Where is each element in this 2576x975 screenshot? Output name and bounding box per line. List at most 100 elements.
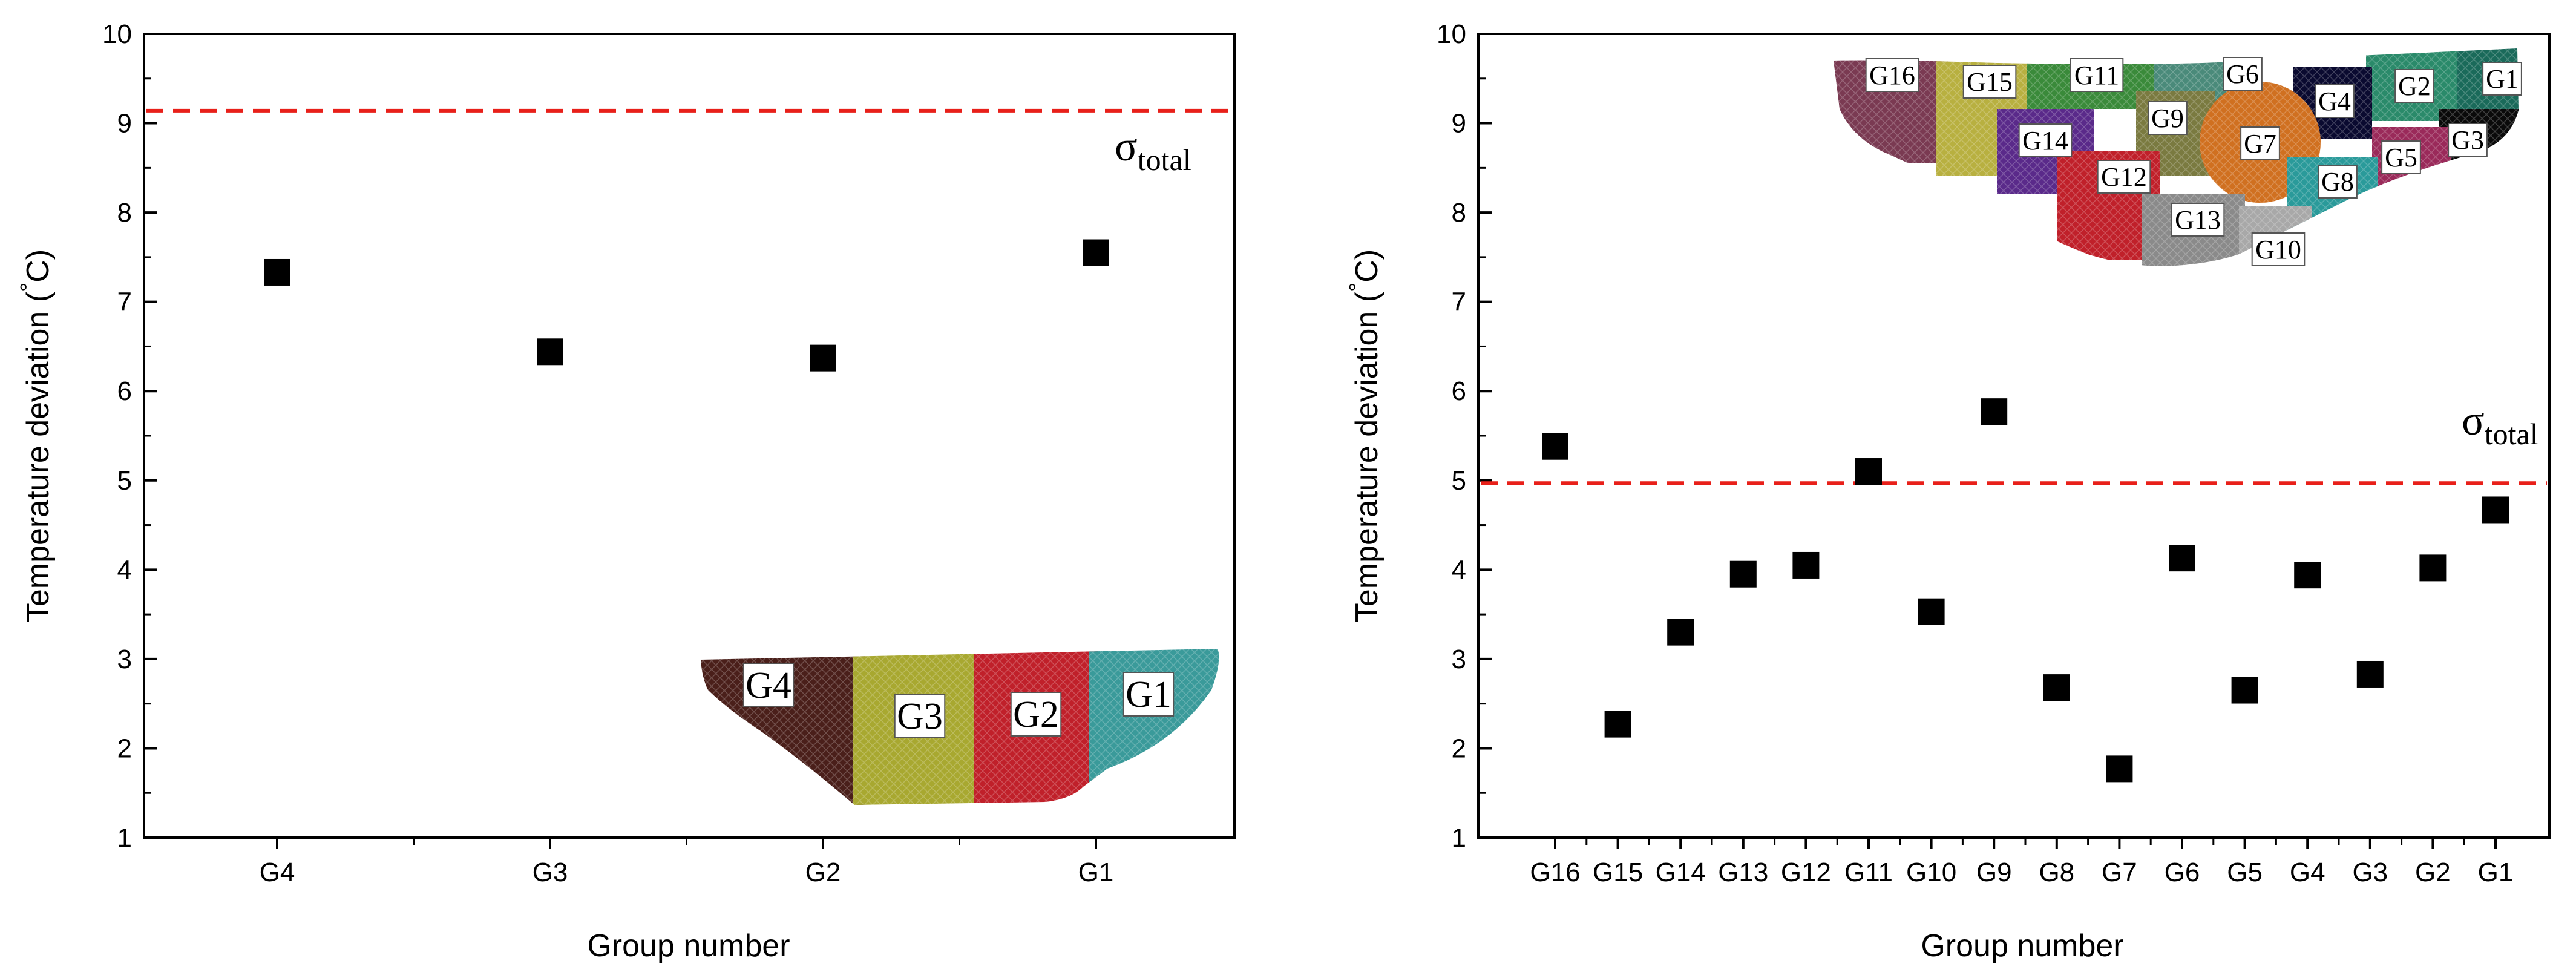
svg-text:σtotal: σtotal: [1115, 123, 1191, 177]
y-tick-label: 5: [1452, 466, 1466, 496]
inset-label-g16: G16: [1865, 58, 1919, 92]
y-tick-label: 4: [1452, 555, 1466, 585]
y-tick-label: 4: [117, 555, 132, 585]
svg-text:G5: G5: [2385, 143, 2417, 172]
data-point: [264, 258, 290, 286]
svg-text:G4: G4: [2318, 87, 2351, 116]
y-tick-label: 10: [1437, 19, 1466, 49]
data-point: [1604, 711, 1631, 738]
inset-label-g2: G2: [2394, 69, 2434, 103]
inset-label-g4: G4: [2315, 84, 2355, 118]
x-tick-label: G15: [1593, 858, 1643, 887]
svg-text:σtotal: σtotal: [2462, 398, 2538, 451]
right-sigma-total-label: σtotal: [2462, 398, 2538, 451]
inset-label-g3: G3: [2448, 123, 2488, 157]
svg-text:G15: G15: [1967, 67, 2013, 97]
data-point: [537, 338, 563, 366]
data-point: [1542, 433, 1568, 460]
y-tick-label: 8: [1452, 198, 1466, 228]
svg-text:G16: G16: [1869, 61, 1915, 90]
x-tick-label: G3: [2352, 858, 2388, 887]
y-tick-label: 8: [117, 198, 132, 228]
sigma-symbol: σ: [2462, 398, 2485, 444]
data-point: [2419, 554, 2447, 582]
y-tick-label: 1: [117, 823, 132, 853]
svg-text:G2: G2: [1013, 694, 1059, 735]
x-tick-label: G9: [1976, 858, 2012, 887]
inset-label-g15: G15: [1962, 65, 2017, 99]
y-tick-label: 2: [1452, 734, 1466, 763]
data-point: [1083, 239, 1109, 266]
left-data-points: [264, 239, 1109, 372]
sigma-subscript: total: [1138, 143, 1191, 177]
y-tick-label: 6: [1452, 376, 1466, 406]
data-point: [2169, 545, 2195, 572]
data-point: [1729, 560, 1757, 588]
x-tick-label: G16: [1530, 858, 1580, 887]
y-tick-label: 9: [117, 109, 132, 139]
left-x-axis-label: Group number: [587, 928, 790, 964]
right-y-axis-label: Temperature deviation (°C): [1345, 249, 1385, 622]
x-tick-label: G5: [2227, 858, 2263, 887]
inset-label-g12: G12: [2097, 160, 2151, 194]
x-tick-label: G1: [2478, 858, 2514, 887]
svg-text:G1: G1: [2486, 64, 2519, 94]
inset-label-g6: G6: [2223, 57, 2263, 91]
inset-label-g13: G13: [2171, 203, 2225, 237]
inset-label-g10: G10: [2251, 232, 2306, 266]
sigma-symbol: σ: [1115, 123, 1138, 170]
inset-label-g2: G2: [1010, 692, 1062, 737]
left-x-ticks: G4 G3 G2 G1: [260, 838, 1114, 887]
data-point: [2043, 674, 2070, 701]
y-tick-label: 9: [1452, 109, 1466, 139]
x-tick-label: G10: [1906, 858, 1956, 887]
x-tick-label: G11: [1844, 858, 1893, 887]
inset-label-g4: G4: [742, 663, 795, 707]
svg-text:G2: G2: [2398, 71, 2431, 101]
inset-label-g9: G9: [2148, 101, 2188, 135]
svg-text:G6: G6: [2226, 59, 2259, 89]
inset-label-g1: G1: [1122, 672, 1175, 717]
inset-label-g8: G8: [2318, 165, 2358, 199]
left-chart: 1 2 3 4 5 6 7 8 9 10 G4 G3 G2 G1 σtotal G4 G3 G2 G1 Tem…: [16, 19, 1236, 964]
x-tick-label: G7: [2102, 858, 2137, 887]
x-tick-label: G13: [1718, 858, 1768, 887]
right-x-ticks: G16 G15 G14 G13 G12 G11 G10 G9 G8 G7 G6 G5 G4 G3 G2 G1: [1530, 838, 2513, 887]
y-tick-label: 6: [117, 376, 132, 406]
svg-text:G10: G10: [2255, 235, 2301, 264]
x-tick-label: G4: [260, 858, 295, 887]
data-point: [810, 344, 836, 372]
data-point: [1667, 619, 1694, 646]
svg-text:G12: G12: [2101, 162, 2147, 192]
right-x-axis-label: Group number: [1921, 928, 2123, 964]
x-tick-label: G2: [2415, 858, 2451, 887]
x-tick-label: G8: [2039, 858, 2074, 887]
inset-label-g11: G11: [2070, 58, 2124, 92]
sigma-subscript: total: [2485, 417, 2538, 451]
x-tick-label: G1: [1078, 858, 1114, 887]
svg-text:G9: G9: [2151, 103, 2184, 133]
left-y-ticks: 1 2 3 4 5 6 7 8 9 10: [102, 19, 157, 853]
y-tick-label: 10: [102, 19, 132, 49]
x-tick-label: G3: [533, 858, 568, 887]
y-tick-label: 7: [117, 287, 132, 317]
y-tick-label: 5: [117, 466, 132, 496]
svg-text:G13: G13: [2175, 205, 2221, 235]
x-tick-label: G6: [2165, 858, 2200, 887]
data-point: [1981, 398, 2008, 425]
left-sigma-total-label: σtotal: [1115, 123, 1191, 177]
data-point: [1855, 458, 1882, 485]
left-inset-mesh-image: G4 G3 G2 G1: [701, 649, 1219, 805]
inset-label-g3: G3: [894, 694, 946, 738]
inset-label-g7: G7: [2240, 126, 2280, 160]
svg-text:G11: G11: [2074, 61, 2119, 90]
data-point: [1918, 598, 1945, 625]
x-tick-label: G14: [1656, 858, 1706, 887]
y-tick-label: 2: [117, 734, 132, 763]
data-point: [2482, 496, 2509, 524]
y-tick-label: 3: [1452, 645, 1466, 674]
svg-text:G8: G8: [2321, 167, 2354, 197]
data-point: [2356, 660, 2384, 688]
